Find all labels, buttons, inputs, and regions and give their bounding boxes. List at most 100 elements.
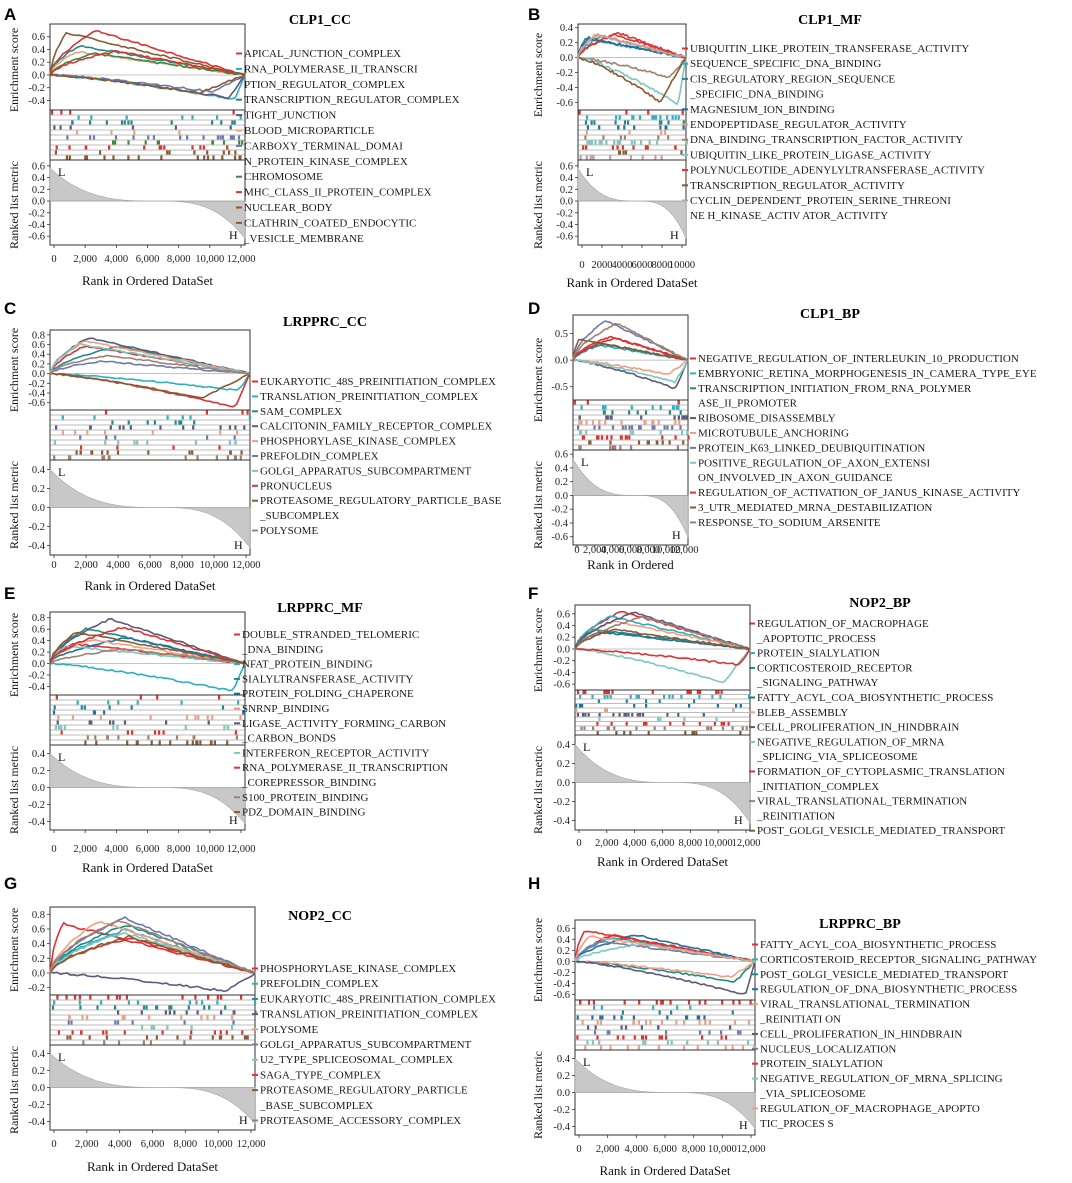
hit-mark xyxy=(57,715,60,720)
hit-mark xyxy=(657,1045,660,1050)
hit-mark xyxy=(722,722,725,726)
hit-mark xyxy=(90,450,93,455)
hit-mark xyxy=(123,120,126,125)
hit-mark xyxy=(677,415,680,420)
hit-mark xyxy=(671,695,674,699)
hit-mark xyxy=(644,1035,648,1040)
legend-entry: PRONUCLEUS xyxy=(260,480,332,492)
metric-tick-label: -0.4 xyxy=(553,816,570,827)
panel-title: CLP1_CC xyxy=(289,13,351,28)
legend-entry: NE H_KINASE_ACTIV ATOR_ACTIVITY xyxy=(690,210,888,222)
legend-entry: UBIQUITIN_LIKE_PROTEIN_LIGASE_ACTIVITY xyxy=(690,149,931,161)
legend-entry: SAGA_TYPE_COMPLEX xyxy=(260,1069,381,1081)
metric-axis-label: Ranked list metric xyxy=(531,161,545,249)
x-tick-label: 4,000 xyxy=(623,838,647,849)
hit-mark xyxy=(105,1035,108,1040)
panel-label: F xyxy=(528,584,538,603)
hit-mark xyxy=(638,1000,641,1005)
hit-mark xyxy=(688,690,691,694)
hit-mark xyxy=(605,140,608,145)
hit-mark xyxy=(241,410,244,415)
hit-mark xyxy=(86,1015,89,1020)
hit-mark xyxy=(116,725,119,730)
hit-mark xyxy=(240,995,243,1000)
hit-mark xyxy=(105,1030,108,1035)
x-tick-label: 0 xyxy=(51,844,56,855)
hit-mark xyxy=(696,1015,699,1020)
hit-mark xyxy=(123,720,127,725)
legend-entry: UBIQUITIN_LIKE_PROTEIN_TRANSFERASE_ACTIV… xyxy=(690,43,969,55)
hit-mark xyxy=(206,155,210,160)
hit-mark xyxy=(116,450,120,455)
panel-c: CLRPPRC_CC0.80.60.40.20.0-0.2-0.4-0.60.4… xyxy=(4,299,502,593)
metric-tick-label: -0.2 xyxy=(553,797,570,808)
hit-mark xyxy=(116,1020,120,1025)
hit-mark xyxy=(635,695,638,699)
hit-mark xyxy=(664,125,667,130)
legend-entry: VIRAL_TRANSLATIONAL_TERMINATION xyxy=(760,999,970,1011)
es-tick-label: 0.2 xyxy=(557,633,570,644)
hit-mark xyxy=(651,115,654,120)
hit-mark xyxy=(110,130,113,135)
hit-mark xyxy=(226,455,229,460)
hit-mark xyxy=(102,1030,105,1035)
x-tick-label: 6,000 xyxy=(619,545,643,556)
hit-mark xyxy=(65,155,68,160)
es-tick-label: 0.2 xyxy=(32,648,45,659)
hit-mark xyxy=(591,695,594,699)
hit-mark xyxy=(199,145,202,150)
hit-mark xyxy=(108,145,111,150)
es-tick-label: 0.2 xyxy=(32,359,45,370)
hit-mark xyxy=(611,445,614,450)
hit-mark xyxy=(114,1005,117,1010)
legend-entry: TRANSCRIPTION_REGULATOR_COMPLEX xyxy=(244,94,460,106)
es-axis-label: Enrichment score xyxy=(531,33,545,117)
hit-mark xyxy=(149,715,152,720)
hit-mark xyxy=(53,440,57,445)
hit-mark xyxy=(715,690,718,694)
hit-mark xyxy=(698,722,701,726)
es-tick-label: 0.0 xyxy=(32,369,45,380)
panel-h: HLRPPRC_BP0.60.40.20.0-0.2-0.4-0.60.40.2… xyxy=(528,874,1037,1178)
hit-mark xyxy=(685,140,688,145)
hit-mark xyxy=(163,145,166,150)
hit-mark xyxy=(53,455,56,460)
x-tick-label: 10,000 xyxy=(704,838,733,849)
hit-mark xyxy=(644,1040,647,1045)
hit-mark xyxy=(659,717,662,721)
hit-mark xyxy=(107,995,110,1000)
hit-mark xyxy=(620,1025,623,1030)
hit-mark xyxy=(93,415,96,420)
hit-mark xyxy=(221,705,225,710)
es-curve xyxy=(572,359,689,375)
hit-mark xyxy=(621,145,624,150)
hit-mark xyxy=(586,400,589,405)
hit-mark xyxy=(666,713,669,717)
es-tick-label: 0.4 xyxy=(32,636,46,647)
hit-mark xyxy=(596,1035,599,1040)
metric-axis-label: Ranked list metric xyxy=(7,161,21,249)
hit-mark xyxy=(720,1030,723,1035)
legend-entry: SEQUENCE_SPECIFIC_DNA_BINDING xyxy=(690,58,881,70)
legend-entry: _COREPRESSOR_BINDING xyxy=(241,777,377,789)
es-curve xyxy=(574,647,751,683)
hit-mark xyxy=(711,695,714,699)
legend-entry: RIBOSOME_DISASSEMBLY xyxy=(698,413,836,425)
hit-mark xyxy=(584,135,587,140)
hit-mark xyxy=(166,1025,169,1030)
hit-mark xyxy=(200,1015,203,1020)
hit-mark xyxy=(202,145,205,150)
hit-mark xyxy=(688,704,691,708)
hit-mark xyxy=(190,1025,193,1030)
hit-mark xyxy=(80,445,83,450)
hit-mark xyxy=(175,735,179,740)
legend-entry: _SPLICING_VIA_SPLICEOSOME xyxy=(756,751,918,763)
x-axis-label: Rank in Ordered DataSet xyxy=(87,1159,218,1174)
x-tick-label: 12,000 xyxy=(232,560,261,571)
hit-mark xyxy=(234,155,237,160)
hit-mark xyxy=(181,415,184,420)
hit-mark xyxy=(71,715,74,720)
hit-mark xyxy=(577,425,580,430)
hit-mark xyxy=(731,726,734,730)
hit-mark xyxy=(576,713,579,717)
